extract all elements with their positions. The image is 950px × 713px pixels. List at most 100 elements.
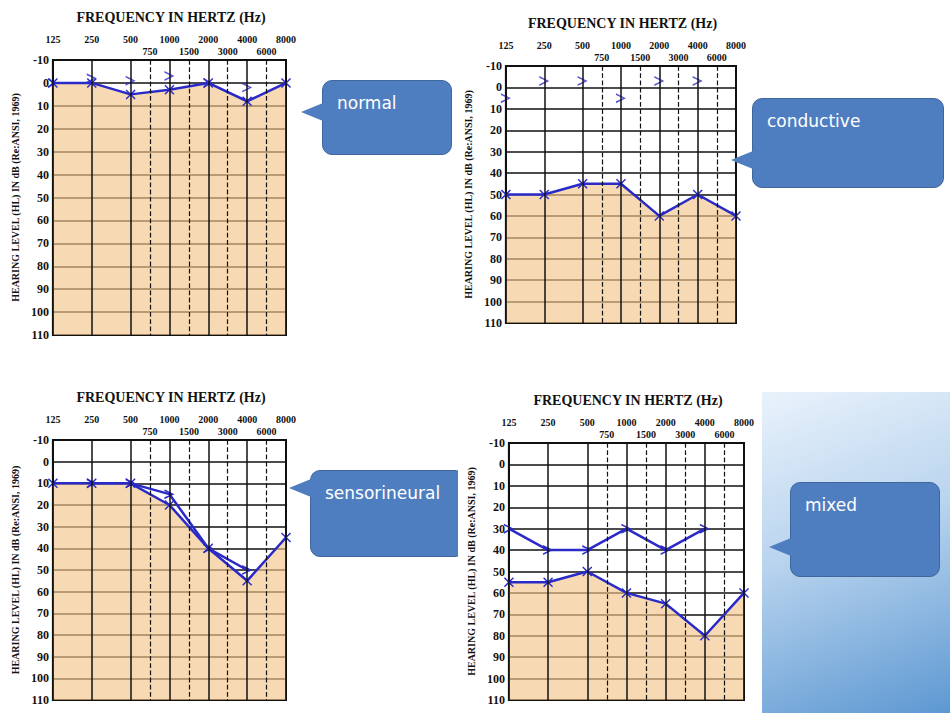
svg-text:125: 125	[45, 34, 60, 45]
svg-text:40: 40	[490, 166, 502, 180]
svg-text:60: 60	[37, 213, 49, 227]
svg-text:50: 50	[37, 563, 49, 577]
svg-text:1000: 1000	[159, 414, 179, 425]
svg-text:60: 60	[490, 209, 502, 223]
svg-text:3000: 3000	[218, 46, 238, 57]
svg-text:90: 90	[37, 282, 49, 296]
svg-text:100: 100	[484, 295, 502, 309]
svg-text:2000: 2000	[656, 417, 676, 428]
svg-text:FREQUENCY IN HERTZ (Hz): FREQUENCY IN HERTZ (Hz)	[528, 16, 717, 32]
svg-text:30: 30	[37, 520, 49, 534]
svg-text:60: 60	[493, 586, 505, 600]
svg-text:1000: 1000	[616, 417, 636, 428]
svg-text:100: 100	[31, 305, 49, 319]
svg-text:FREQUENCY IN HERTZ (Hz): FREQUENCY IN HERTZ (Hz)	[76, 390, 265, 406]
svg-text:40: 40	[37, 541, 49, 555]
svg-text:HEARING LEVEL (HL) IN dB (Re:A: HEARING LEVEL (HL) IN dB (Re:ANSI, 1969)	[466, 467, 478, 676]
svg-text:125: 125	[45, 414, 60, 425]
svg-text:80: 80	[37, 259, 49, 273]
svg-text:110: 110	[32, 693, 49, 707]
svg-text:2000: 2000	[198, 414, 218, 425]
svg-text:20: 20	[37, 122, 49, 136]
svg-text:125: 125	[498, 40, 513, 51]
svg-text:8000: 8000	[276, 34, 296, 45]
svg-text:40: 40	[493, 543, 505, 557]
svg-text:10: 10	[490, 102, 502, 116]
svg-text:6000: 6000	[257, 46, 277, 57]
svg-text:3000: 3000	[218, 426, 238, 437]
svg-text:2000: 2000	[649, 40, 669, 51]
svg-text:30: 30	[37, 145, 49, 159]
svg-text:80: 80	[493, 629, 505, 643]
svg-text:-10: -10	[33, 433, 49, 447]
svg-text:110: 110	[485, 316, 502, 330]
svg-text:110: 110	[32, 328, 49, 342]
svg-text:60: 60	[37, 585, 49, 599]
svg-text:110: 110	[488, 693, 505, 707]
svg-text:-10: -10	[33, 53, 49, 67]
svg-text:750: 750	[143, 426, 158, 437]
svg-text:50: 50	[493, 565, 505, 579]
svg-text:50: 50	[37, 191, 49, 205]
svg-text:8000: 8000	[726, 40, 746, 51]
svg-text:-10: -10	[489, 436, 505, 450]
svg-text:30: 30	[493, 522, 505, 536]
svg-text:40: 40	[37, 168, 49, 182]
svg-text:500: 500	[575, 40, 590, 51]
svg-text:6000: 6000	[707, 52, 727, 63]
svg-text:2000: 2000	[198, 34, 218, 45]
svg-text:10: 10	[493, 479, 505, 493]
svg-text:250: 250	[84, 414, 99, 425]
svg-text:3000: 3000	[668, 52, 688, 63]
svg-text:1000: 1000	[159, 34, 179, 45]
svg-text:500: 500	[123, 414, 138, 425]
svg-text:4000: 4000	[688, 40, 708, 51]
svg-text:20: 20	[490, 123, 502, 137]
svg-text:250: 250	[541, 417, 556, 428]
svg-text:100: 100	[487, 672, 505, 686]
svg-text:90: 90	[490, 273, 502, 287]
svg-text:1000: 1000	[611, 40, 631, 51]
svg-text:0: 0	[499, 457, 505, 471]
svg-text:10: 10	[37, 476, 49, 490]
svg-text:750: 750	[594, 52, 609, 63]
svg-text:1500: 1500	[179, 46, 199, 57]
svg-text:20: 20	[493, 500, 505, 514]
svg-text:3000: 3000	[675, 429, 695, 440]
svg-text:70: 70	[37, 236, 49, 250]
svg-text:125: 125	[501, 417, 516, 428]
svg-text:0: 0	[43, 455, 49, 469]
svg-text:FREQUENCY IN HERTZ (Hz): FREQUENCY IN HERTZ (Hz)	[76, 10, 265, 26]
svg-text:90: 90	[493, 650, 505, 664]
svg-text:10: 10	[37, 99, 49, 113]
svg-text:HEARING LEVEL (HL) IN dB (Re:A: HEARING LEVEL (HL) IN dB (Re:ANSI, 1969)	[10, 466, 22, 675]
svg-text:0: 0	[496, 80, 502, 94]
svg-text:1500: 1500	[179, 426, 199, 437]
svg-text:4000: 4000	[237, 34, 257, 45]
svg-text:FREQUENCY IN HERTZ (Hz): FREQUENCY IN HERTZ (Hz)	[533, 393, 722, 409]
svg-text:HEARING LEVEL (HL) IN dB (Re:A: HEARING LEVEL (HL) IN dB (Re:ANSI, 1969)	[10, 93, 22, 302]
svg-text:4000: 4000	[695, 417, 715, 428]
svg-text:750: 750	[599, 429, 614, 440]
svg-text:80: 80	[37, 628, 49, 642]
svg-text:70: 70	[37, 606, 49, 620]
svg-text:90: 90	[37, 650, 49, 664]
svg-text:250: 250	[84, 34, 99, 45]
svg-text:100: 100	[31, 671, 49, 685]
svg-text:500: 500	[123, 34, 138, 45]
svg-text:50: 50	[490, 188, 502, 202]
svg-text:6000: 6000	[257, 426, 277, 437]
svg-text:70: 70	[490, 230, 502, 244]
svg-text:1500: 1500	[636, 429, 656, 440]
svg-text:1500: 1500	[630, 52, 650, 63]
svg-text:4000: 4000	[237, 414, 257, 425]
svg-text:8000: 8000	[276, 414, 296, 425]
svg-text:500: 500	[580, 417, 595, 428]
svg-text:HEARING LEVEL (HL) IN dB (Re:A: HEARING LEVEL (HL) IN dB (Re:ANSI, 1969)	[463, 90, 475, 299]
svg-text:250: 250	[537, 40, 552, 51]
svg-text:30: 30	[490, 145, 502, 159]
svg-text:-10: -10	[486, 59, 502, 73]
svg-text:70: 70	[493, 607, 505, 621]
svg-text:750: 750	[143, 46, 158, 57]
svg-text:20: 20	[37, 498, 49, 512]
